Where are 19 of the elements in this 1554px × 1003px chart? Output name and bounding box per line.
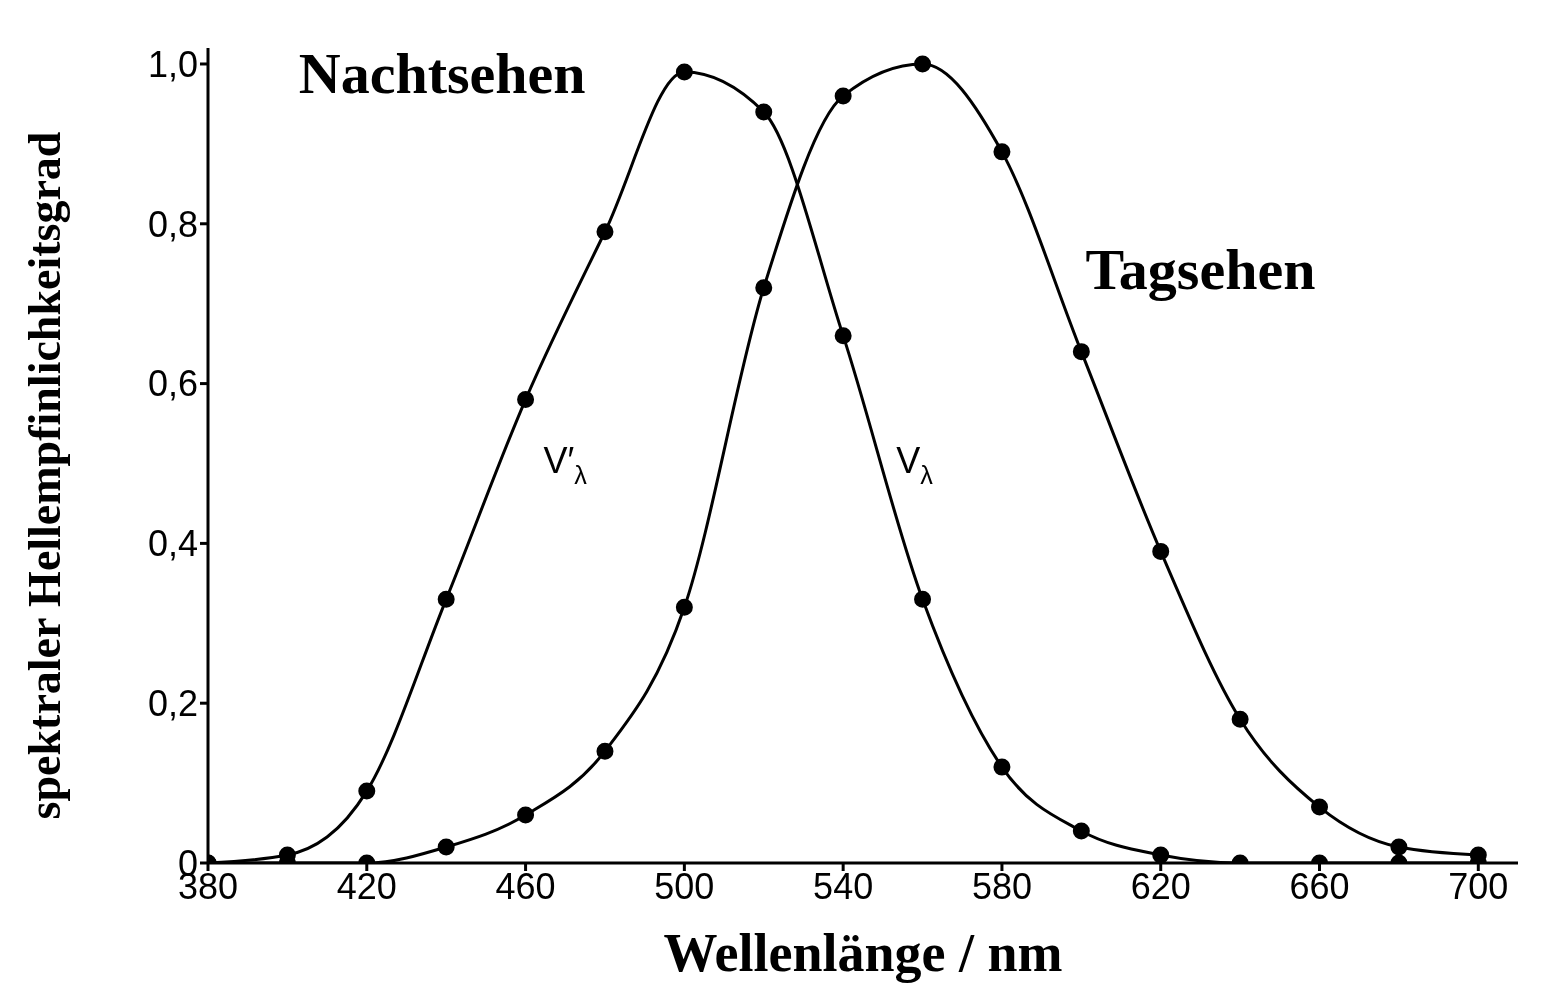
y-tick-label: 0,4 <box>147 523 198 565</box>
x-tick-label: 620 <box>1130 865 1191 907</box>
x-tick-label: 460 <box>495 865 556 907</box>
y-tick-label: 0,2 <box>147 682 198 724</box>
annotation: V$_{λ}$ <box>896 440 934 490</box>
x-axis-title: Wellenlänge / nm <box>663 923 1063 983</box>
y-tick-label: 1,0 <box>147 43 198 85</box>
series-label: Tagsehen <box>1085 237 1316 303</box>
x-tick-label: 500 <box>654 865 715 907</box>
series-label: Nachtsehen <box>298 41 586 107</box>
x-tick-label: 580 <box>971 865 1032 907</box>
annotation: V′$_{λ}$ <box>543 440 588 490</box>
y-axis-title: spektraler Hellempfinlichkeitsgrad <box>19 131 70 820</box>
y-tick-label: 0,8 <box>147 203 198 245</box>
x-tick-label: 660 <box>1289 865 1350 907</box>
x-tick-label: 700 <box>1448 865 1509 907</box>
x-tick-label: 420 <box>336 865 397 907</box>
x-tick-label: 540 <box>813 865 874 907</box>
y-tick-label: 0,6 <box>147 363 198 405</box>
